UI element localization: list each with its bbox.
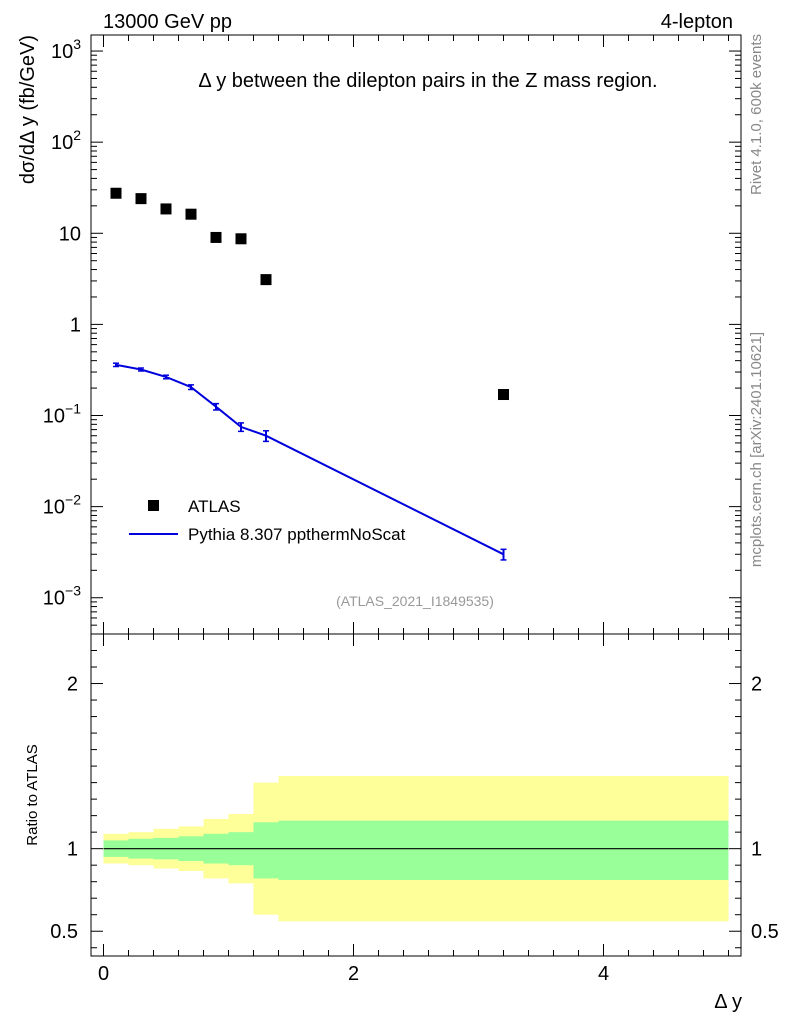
ratio-y-tick-label-right: 2: [751, 674, 762, 696]
atlas-data-point: [210, 231, 222, 243]
main-plot: 10−3 10−2 10−1 1 10 102 103 Δ y between the dil…: [17, 34, 742, 635]
rivet-version-label: Rivet 4.1.0, 600k events: [748, 34, 765, 195]
ratio-plot-frame: [90, 633, 742, 957]
x-tick-label: 4: [598, 963, 609, 985]
ratio-y-tick-label-right: 1: [751, 839, 762, 861]
legend-atlas-marker: [148, 500, 159, 511]
atlas-data-point: [160, 203, 172, 215]
atlas-data-point: [110, 187, 122, 199]
y-tick-label: 10−1: [43, 401, 81, 428]
atlas-data-point: [135, 193, 147, 205]
chart-title: Δ y between the dilepton pairs in the Z …: [198, 70, 657, 92]
header-process-label: 4-lepton: [661, 11, 733, 33]
x-axis-label: Δ y: [714, 991, 742, 1013]
analysis-watermark: (ATLAS_2021_I1849535): [336, 593, 494, 609]
x-tick-label: 2: [348, 963, 359, 985]
main-plot-frame: [90, 34, 742, 635]
ratio-y-tick-label: 0.5: [50, 921, 78, 943]
y-axis-label: dσ/dΔ y (fb/GeV): [17, 35, 39, 184]
atlas-data-point: [498, 389, 509, 401]
ratio-plot: 0.5 0.5 1 1 2 2 0 2 4 Ratio to ATLAS Δ y: [24, 633, 779, 1013]
atlas-data-point: [260, 274, 272, 286]
atlas-data-point: [235, 233, 247, 245]
ratio-y-tick-label: 1: [67, 839, 78, 861]
y-tick-label: 102: [51, 127, 81, 154]
ratio-y-tick-label-right: 0.5: [751, 921, 779, 943]
mc-series-line: [115, 363, 504, 556]
y-tick-label: 1: [70, 314, 81, 336]
header-energy-label: 13000 GeV pp: [103, 11, 232, 33]
x-tick-label: 0: [98, 963, 109, 985]
ratio-y-tick-label: 2: [67, 674, 78, 696]
ratio-y-axis-label: Ratio to ATLAS: [24, 744, 41, 845]
y-tick-label: 10−3: [43, 583, 81, 610]
mcplots-label: mcplots.cern.ch [arXiv:2401.10621]: [748, 332, 765, 567]
figure-labels: 13000 GeV pp 4-lepton Rivet 4.1.0, 600k …: [103, 11, 765, 567]
ratio-green-band: [253, 822, 279, 879]
y-tick-label: 10: [59, 223, 81, 245]
atlas-data-point: [185, 208, 197, 220]
legend-atlas-label: ATLAS: [188, 497, 241, 516]
y-tick-label: 103: [51, 36, 81, 63]
legend-mc-label: Pythia 8.307 ppthermNoScat: [188, 525, 406, 544]
ratio-green-band: [278, 820, 729, 881]
y-tick-label: 10−2: [43, 492, 81, 519]
